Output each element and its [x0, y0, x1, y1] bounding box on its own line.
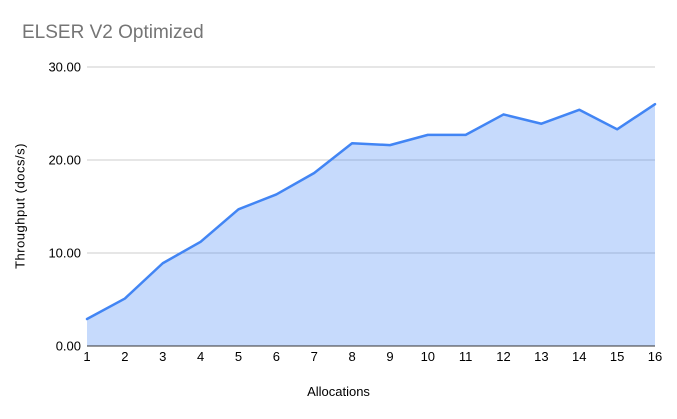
x-tick-label: 16	[648, 349, 662, 364]
x-tick-label: 5	[235, 349, 242, 364]
y-tick-label: 30.00	[48, 60, 81, 75]
x-tick-label: 1	[83, 349, 90, 364]
x-tick-label: 8	[348, 349, 355, 364]
series-line	[85, 102, 657, 321]
x-tick-label: 12	[496, 349, 510, 364]
x-tick-label: 4	[197, 349, 204, 364]
x-tick-label: 10	[421, 349, 435, 364]
x-tick-label: 7	[311, 349, 318, 364]
x-tick-label: 14	[572, 349, 586, 364]
x-tick-label: 15	[610, 349, 624, 364]
x-tick-label: 3	[159, 349, 166, 364]
x-axis-title: Allocations	[307, 384, 370, 399]
x-tick-label: 9	[386, 349, 393, 364]
y-tick-label: 0.00	[56, 339, 81, 354]
y-tick-label: 10.00	[48, 246, 81, 261]
x-tick-label: 6	[273, 349, 280, 364]
y-tick-label: 20.00	[48, 153, 81, 168]
chart-title: ELSER V2 Optimized	[22, 22, 204, 43]
x-tick-label: 2	[121, 349, 128, 364]
x-tick-label: 11	[459, 349, 473, 364]
area-fill	[87, 104, 655, 346]
x-tick-label: 13	[534, 349, 548, 364]
